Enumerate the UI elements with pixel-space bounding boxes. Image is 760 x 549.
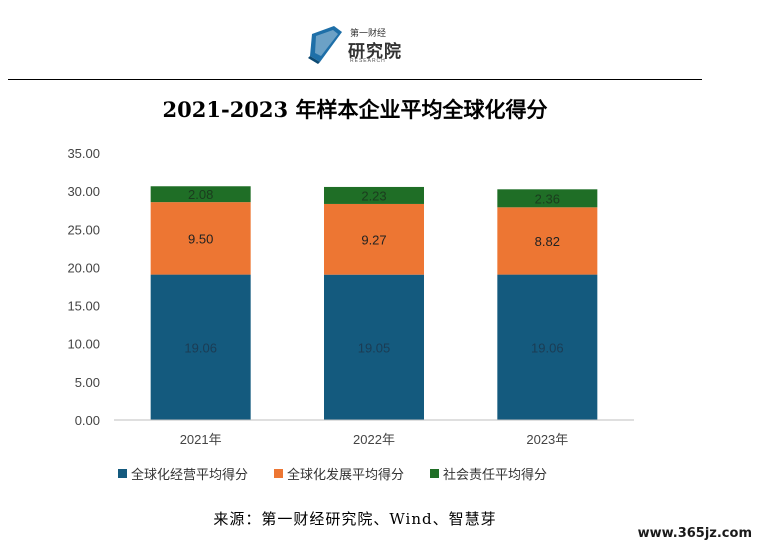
data-label: 2.08 [188,187,213,202]
y-tick-label: 10.00 [67,337,100,352]
bar-segment [324,186,424,204]
data-label: 2.36 [535,191,560,206]
data-label: 19.05 [358,340,391,355]
data-label: 19.06 [531,340,564,355]
y-tick-label: 20.00 [67,260,100,275]
y-tick-label: 30.00 [67,184,100,199]
x-axis: 2021年 2022年 2023年 [114,419,634,447]
bar-segment [150,274,251,420]
x-tick-label: 2021年 [180,432,222,447]
source-note: 来源：第一财经研究院、Wind、智慧芽 [213,510,497,528]
logo: 第一财经 研究院 RESEARCH [306,22,416,70]
legend-item: 全球化发展平均得分 [274,464,404,483]
book-logo-icon [308,26,342,64]
bar-segment [150,186,251,203]
data-label: 19.06 [184,340,217,355]
legend-swatch [430,468,440,478]
legend: 全球化经营平均得分 全球化发展平均得分 社会责任平均得分 [118,464,638,482]
logo-line1: 第一财经 [350,28,387,38]
y-tick-label: 25.00 [67,222,100,237]
x-tick-label: 2023年 [526,432,568,447]
bars: 19.06 9.50 2.08 19.05 9.27 2.23 19.06 8.82 2.36 [150,186,598,420]
legend-swatch [274,468,284,478]
bar-segment [150,202,251,275]
logo-line2: 研究院 [348,42,402,61]
y-tick-label: 15.00 [67,299,100,314]
y-tick-label: 0.00 [75,413,100,428]
legend-item: 全球化经营平均得分 [118,464,248,483]
y-tick-label: 35.00 [67,146,100,161]
data-label: 9.50 [188,231,213,246]
legend-label: 全球化发展平均得分 [287,466,405,482]
watermark: www.365jz.com [637,526,752,541]
y-tick-label: 5.00 [75,375,100,390]
legend-item: 社会责任平均得分 [430,464,547,483]
bar-segment [497,189,598,208]
data-label: 9.27 [361,232,386,247]
legend-label: 全球化经营平均得分 [131,466,249,482]
legend-label: 社会责任平均得分 [443,466,548,482]
logo-line3: RESEARCH [350,58,386,64]
bar-segment [324,203,424,275]
legend-swatch [118,468,127,478]
data-label: 8.82 [535,234,560,249]
chart-title: 2021-2023 年样本企业平均全球化得分 [162,97,548,122]
x-tick-label: 2022年 [353,432,395,447]
y-axis: 0.00 5.00 10.00 15.00 20.00 25.00 30.00 35.00 [67,146,100,428]
bar-segment [324,274,424,420]
bar-segment [497,274,598,420]
data-label: 2.23 [361,188,386,203]
bar-segment [497,207,598,275]
header-divider [8,79,702,80]
